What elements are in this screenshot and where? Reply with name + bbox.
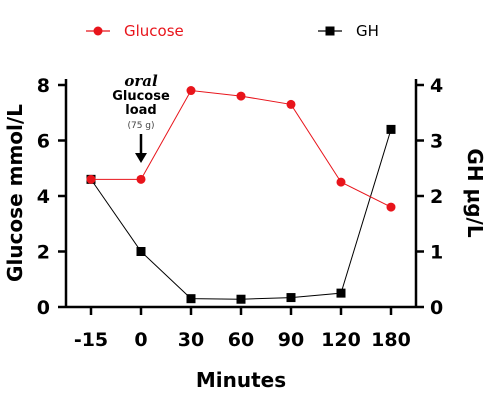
gh-point — [186, 294, 196, 304]
x-tick-label: 180 — [371, 329, 411, 351]
left-tick-label: 2 — [37, 242, 50, 264]
axes: 0 2 4 6 8 0 1 2 3 4 -15 0 30 60 90 120 180 — [37, 75, 443, 351]
glucose-point — [186, 86, 196, 96]
gh-point — [236, 294, 246, 304]
left-tick-label: 0 — [37, 297, 50, 319]
gh-point — [136, 247, 146, 256]
glucose-point — [286, 99, 296, 109]
legend-gh-label: GH — [356, 22, 379, 40]
annotation-load: load — [125, 103, 156, 118]
annotation-oral: oral — [124, 72, 158, 90]
glucose-point — [336, 177, 346, 187]
x-tick-label: 0 — [134, 329, 147, 351]
gh-point — [336, 288, 346, 298]
glucose-point — [386, 202, 396, 212]
glucose-load-annotation: oral Glucose load (75 g) — [112, 72, 170, 163]
left-tick-label: 8 — [37, 75, 50, 97]
left-axis-ticks: 0 2 4 6 8 — [37, 75, 66, 319]
x-tick-label: 120 — [321, 329, 361, 351]
legend-gh-marker — [325, 26, 335, 36]
x-tick-label: 30 — [178, 329, 204, 351]
legend: Glucose GH — [86, 22, 379, 40]
legend-glucose-label: Glucose — [124, 22, 184, 40]
right-axis-title: GH μg/L — [463, 148, 487, 237]
annotation-arrow-head — [135, 153, 147, 163]
right-tick-label: 1 — [430, 242, 443, 264]
annotation-glucose: Glucose — [112, 89, 170, 104]
x-tick-label: 90 — [278, 329, 304, 351]
x-tick-label: 60 — [228, 329, 254, 351]
series-gh — [86, 124, 396, 304]
gh-point — [386, 124, 396, 134]
glucose-point — [86, 174, 96, 184]
right-tick-label: 2 — [430, 186, 443, 208]
right-axis-ticks: 0 1 2 3 4 — [416, 75, 443, 319]
left-tick-label: 6 — [37, 131, 50, 153]
glucose-point — [136, 174, 146, 184]
left-tick-label: 4 — [37, 186, 50, 208]
left-axis-title: Glucose mmol/L — [3, 104, 27, 282]
right-tick-label: 0 — [430, 297, 443, 319]
series-glucose — [86, 86, 396, 212]
glucose-point — [236, 91, 246, 101]
x-tick-label: -15 — [74, 329, 108, 351]
right-tick-label: 4 — [430, 75, 443, 97]
x-axis-title: Minutes — [196, 368, 286, 392]
x-axis-ticks: -15 0 30 60 90 120 180 — [74, 307, 411, 351]
gh-point — [286, 293, 296, 303]
right-tick-label: 3 — [430, 131, 443, 153]
gh-line — [90, 129, 392, 300]
annotation-dose: (75 g) — [127, 121, 154, 131]
legend-glucose-marker — [93, 26, 103, 36]
